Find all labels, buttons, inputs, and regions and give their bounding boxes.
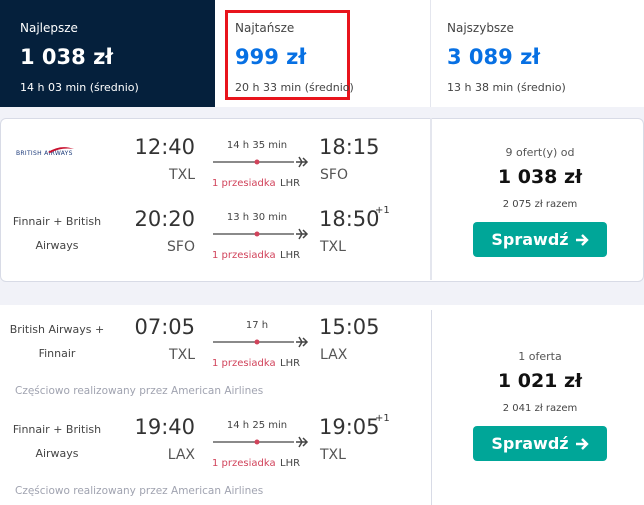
duration: 14 h 25 min [226, 420, 288, 431]
tab-label: Najlepsze [20, 20, 78, 35]
price: 1 021 zł [497, 369, 583, 392]
via-airport: LHR [280, 458, 301, 469]
divider [431, 310, 432, 505]
logo-ribbon [48, 147, 74, 153]
day-offset: +1 [375, 205, 390, 216]
duration: 14 h 35 min [226, 140, 288, 151]
total-price: 2 075 zł razem [502, 199, 578, 210]
depart-airport: TXL [169, 166, 195, 183]
airline-name: Finnair + British Airways [12, 215, 102, 252]
tab-duration: 13 h 38 min (średnio) [447, 81, 566, 95]
depart-time: 20:20 [134, 207, 195, 232]
route-line [213, 228, 309, 240]
via-airport: LHR [280, 358, 301, 369]
tab-price: 3 089 zł [447, 45, 541, 70]
depart-airport: SFO [167, 238, 195, 255]
button-label: Sprawdź [491, 434, 569, 453]
arrive-time: 15:05 [319, 315, 380, 340]
depart-time: 19:40 [134, 415, 195, 440]
arrow-icon [575, 437, 589, 450]
tab-duration: 14 h 03 min (średnio) [20, 81, 139, 95]
arrive-airport: TXL [320, 238, 346, 255]
depart-airport: LAX [167, 446, 195, 463]
tab-best[interactable] [0, 0, 215, 107]
tab-label: Najtańsze [235, 20, 295, 35]
route-line [213, 436, 309, 448]
stops: 1 przesiadka [212, 178, 276, 189]
airline-logo: BRITISH AIRWAYS [16, 150, 73, 158]
stops: 1 przesiadka [212, 250, 276, 261]
arrive-time: 18:50 [319, 207, 380, 232]
depart-time: 07:05 [134, 315, 195, 340]
result-card [0, 305, 644, 505]
route-line [213, 336, 309, 348]
divider [430, 118, 432, 280]
arrive-airport: SFO [320, 166, 348, 183]
button-label: Sprawdź [491, 230, 569, 249]
operated-by: Częściowo realizowany przez American Air… [15, 484, 264, 497]
offer-count: 1 oferta [518, 350, 562, 364]
tab-label: Najszybsze [447, 20, 514, 35]
route-line [213, 156, 309, 168]
total-price: 2 041 zł razem [502, 403, 578, 414]
airline-name: British Airways + Finnair [9, 323, 105, 360]
operated-by: Częściowo realizowany przez American Air… [15, 384, 264, 397]
arrive-time: 19:05 [319, 415, 380, 440]
day-offset: +1 [375, 413, 390, 424]
arrive-time: 18:15 [319, 135, 380, 160]
tab-price: 1 038 zł [20, 45, 114, 70]
depart-time: 12:40 [134, 135, 195, 160]
select-button[interactable]: Sprawdź [473, 426, 607, 461]
stops: 1 przesiadka [212, 358, 276, 369]
highlight-box [225, 10, 350, 100]
duration: 17 h [245, 320, 269, 331]
select-button[interactable]: Sprawdź [473, 222, 607, 257]
arrive-airport: TXL [320, 446, 346, 463]
tab-cheapest[interactable] [215, 0, 431, 107]
price: 1 038 zł [497, 165, 583, 188]
tab-fastest[interactable] [431, 0, 644, 107]
via-airport: LHR [280, 178, 301, 189]
duration: 13 h 30 min [226, 212, 288, 223]
airline-name: Finnair + British Airways [12, 423, 102, 460]
tab-price: 999 zł [235, 45, 307, 70]
arrow-icon [575, 233, 589, 246]
via-airport: LHR [280, 250, 301, 261]
stops: 1 przesiadka [212, 458, 276, 469]
offer-count: 9 ofert(y) od [505, 146, 575, 160]
depart-airport: TXL [169, 346, 195, 363]
tab-duration: 20 h 33 min (średnio) [235, 81, 354, 95]
arrive-airport: LAX [320, 346, 348, 363]
